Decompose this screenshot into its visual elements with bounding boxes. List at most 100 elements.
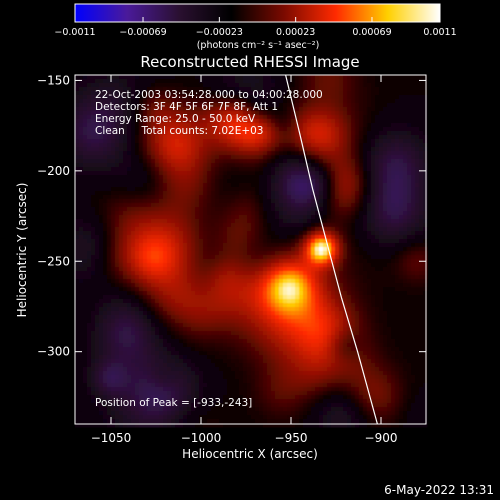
heatmap-cell: [131, 275, 136, 280]
heatmap-cell: [147, 267, 152, 272]
heatmap-cell: [151, 263, 156, 268]
heatmap-cell: [207, 223, 212, 228]
heatmap-cell: [195, 111, 200, 116]
heatmap-cell: [115, 135, 120, 140]
heatmap-cell: [419, 283, 424, 288]
heatmap-cell: [115, 295, 120, 300]
heatmap-cell: [239, 223, 244, 228]
heatmap-cell: [403, 123, 408, 128]
heatmap-cell: [347, 127, 352, 132]
heatmap-cell: [107, 119, 112, 124]
heatmap-cell: [303, 179, 308, 184]
heatmap-cell: [247, 91, 252, 96]
heatmap-cell: [99, 135, 104, 140]
heatmap-cell: [279, 115, 284, 120]
heatmap-cell: [127, 191, 132, 196]
heatmap-cell: [151, 223, 156, 228]
heatmap-cell: [135, 147, 140, 152]
heatmap-cell: [175, 83, 180, 88]
heatmap-cell: [211, 115, 216, 120]
heatmap-cell: [223, 115, 228, 120]
heatmap-cell: [403, 239, 408, 244]
heatmap-cell: [239, 83, 244, 88]
heatmap-cell: [243, 75, 248, 80]
heatmap-cell: [255, 191, 260, 196]
heatmap-cell: [387, 159, 392, 164]
heatmap-cell: [87, 255, 92, 260]
heatmap-cell: [375, 191, 380, 196]
heatmap-cell: [415, 111, 420, 116]
heatmap-cell: [303, 215, 308, 220]
heatmap-cell: [283, 283, 288, 288]
heatmap-cell: [251, 119, 256, 124]
heatmap-cell: [227, 163, 232, 168]
heatmap-cell: [235, 207, 240, 212]
heatmap-cell: [339, 243, 344, 248]
heatmap-cell: [227, 175, 232, 180]
heatmap-cell: [119, 259, 124, 264]
heatmap-cell: [199, 171, 204, 176]
heatmap-cell: [399, 131, 404, 136]
heatmap-cell: [183, 231, 188, 236]
heatmap-cell: [291, 119, 296, 124]
heatmap-cell: [163, 119, 168, 124]
heatmap-cell: [355, 107, 360, 112]
heatmap-cell: [163, 195, 168, 200]
heatmap-cell: [227, 215, 232, 220]
heatmap-cell: [247, 283, 252, 288]
heatmap-cell: [171, 219, 176, 224]
heatmap-cell: [419, 191, 424, 196]
heatmap-cell: [263, 199, 268, 204]
heatmap-cell: [415, 271, 420, 276]
heatmap-cell: [115, 243, 120, 248]
heatmap-cell: [175, 135, 180, 140]
heatmap-cell: [251, 155, 256, 160]
heatmap-cell: [219, 135, 224, 140]
heatmap-cell: [379, 239, 384, 244]
heatmap-cell: [123, 215, 128, 220]
heatmap-cell: [359, 167, 364, 172]
heatmap-cell: [167, 295, 172, 300]
heatmap-cell: [263, 295, 268, 300]
heatmap-cell: [219, 251, 224, 256]
heatmap-cell: [383, 115, 388, 120]
heatmap-cell: [299, 239, 304, 244]
heatmap-cell: [191, 179, 196, 184]
heatmap-cell: [163, 243, 168, 248]
heatmap-cell: [379, 219, 384, 224]
heatmap-cell: [115, 287, 120, 292]
heatmap-cell: [171, 123, 176, 128]
heatmap-cell: [339, 163, 344, 168]
heatmap-cell: [211, 295, 216, 300]
heatmap-cell: [175, 119, 180, 124]
heatmap-cell: [111, 195, 116, 200]
heatmap-cell: [283, 299, 288, 304]
heatmap-cell: [151, 287, 156, 292]
heatmap-cell: [383, 271, 388, 276]
heatmap-cell: [219, 119, 224, 124]
heatmap-cell: [115, 111, 120, 116]
heatmap-cell: [375, 127, 380, 132]
heatmap-cell: [287, 199, 292, 204]
heatmap-cell: [335, 251, 340, 256]
heatmap-cell: [87, 87, 92, 92]
heatmap-cell: [363, 99, 368, 104]
heatmap-cell: [351, 275, 356, 280]
heatmap-cell: [299, 183, 304, 188]
heatmap-cell: [311, 247, 316, 252]
heatmap-cell: [419, 187, 424, 192]
heatmap-cell: [267, 139, 272, 144]
heatmap-cell: [179, 139, 184, 144]
heatmap-cell: [79, 159, 84, 164]
heatmap-cell: [263, 267, 268, 272]
heatmap-cell: [235, 187, 240, 192]
heatmap-cell: [191, 91, 196, 96]
heatmap-cell: [351, 223, 356, 228]
heatmap-cell: [271, 239, 276, 244]
heatmap-cell: [167, 231, 172, 236]
heatmap-cell: [391, 247, 396, 252]
heatmap-cell: [307, 227, 312, 232]
heatmap-cell: [155, 195, 160, 200]
heatmap-cell: [91, 207, 96, 212]
heatmap-cell: [383, 87, 388, 92]
